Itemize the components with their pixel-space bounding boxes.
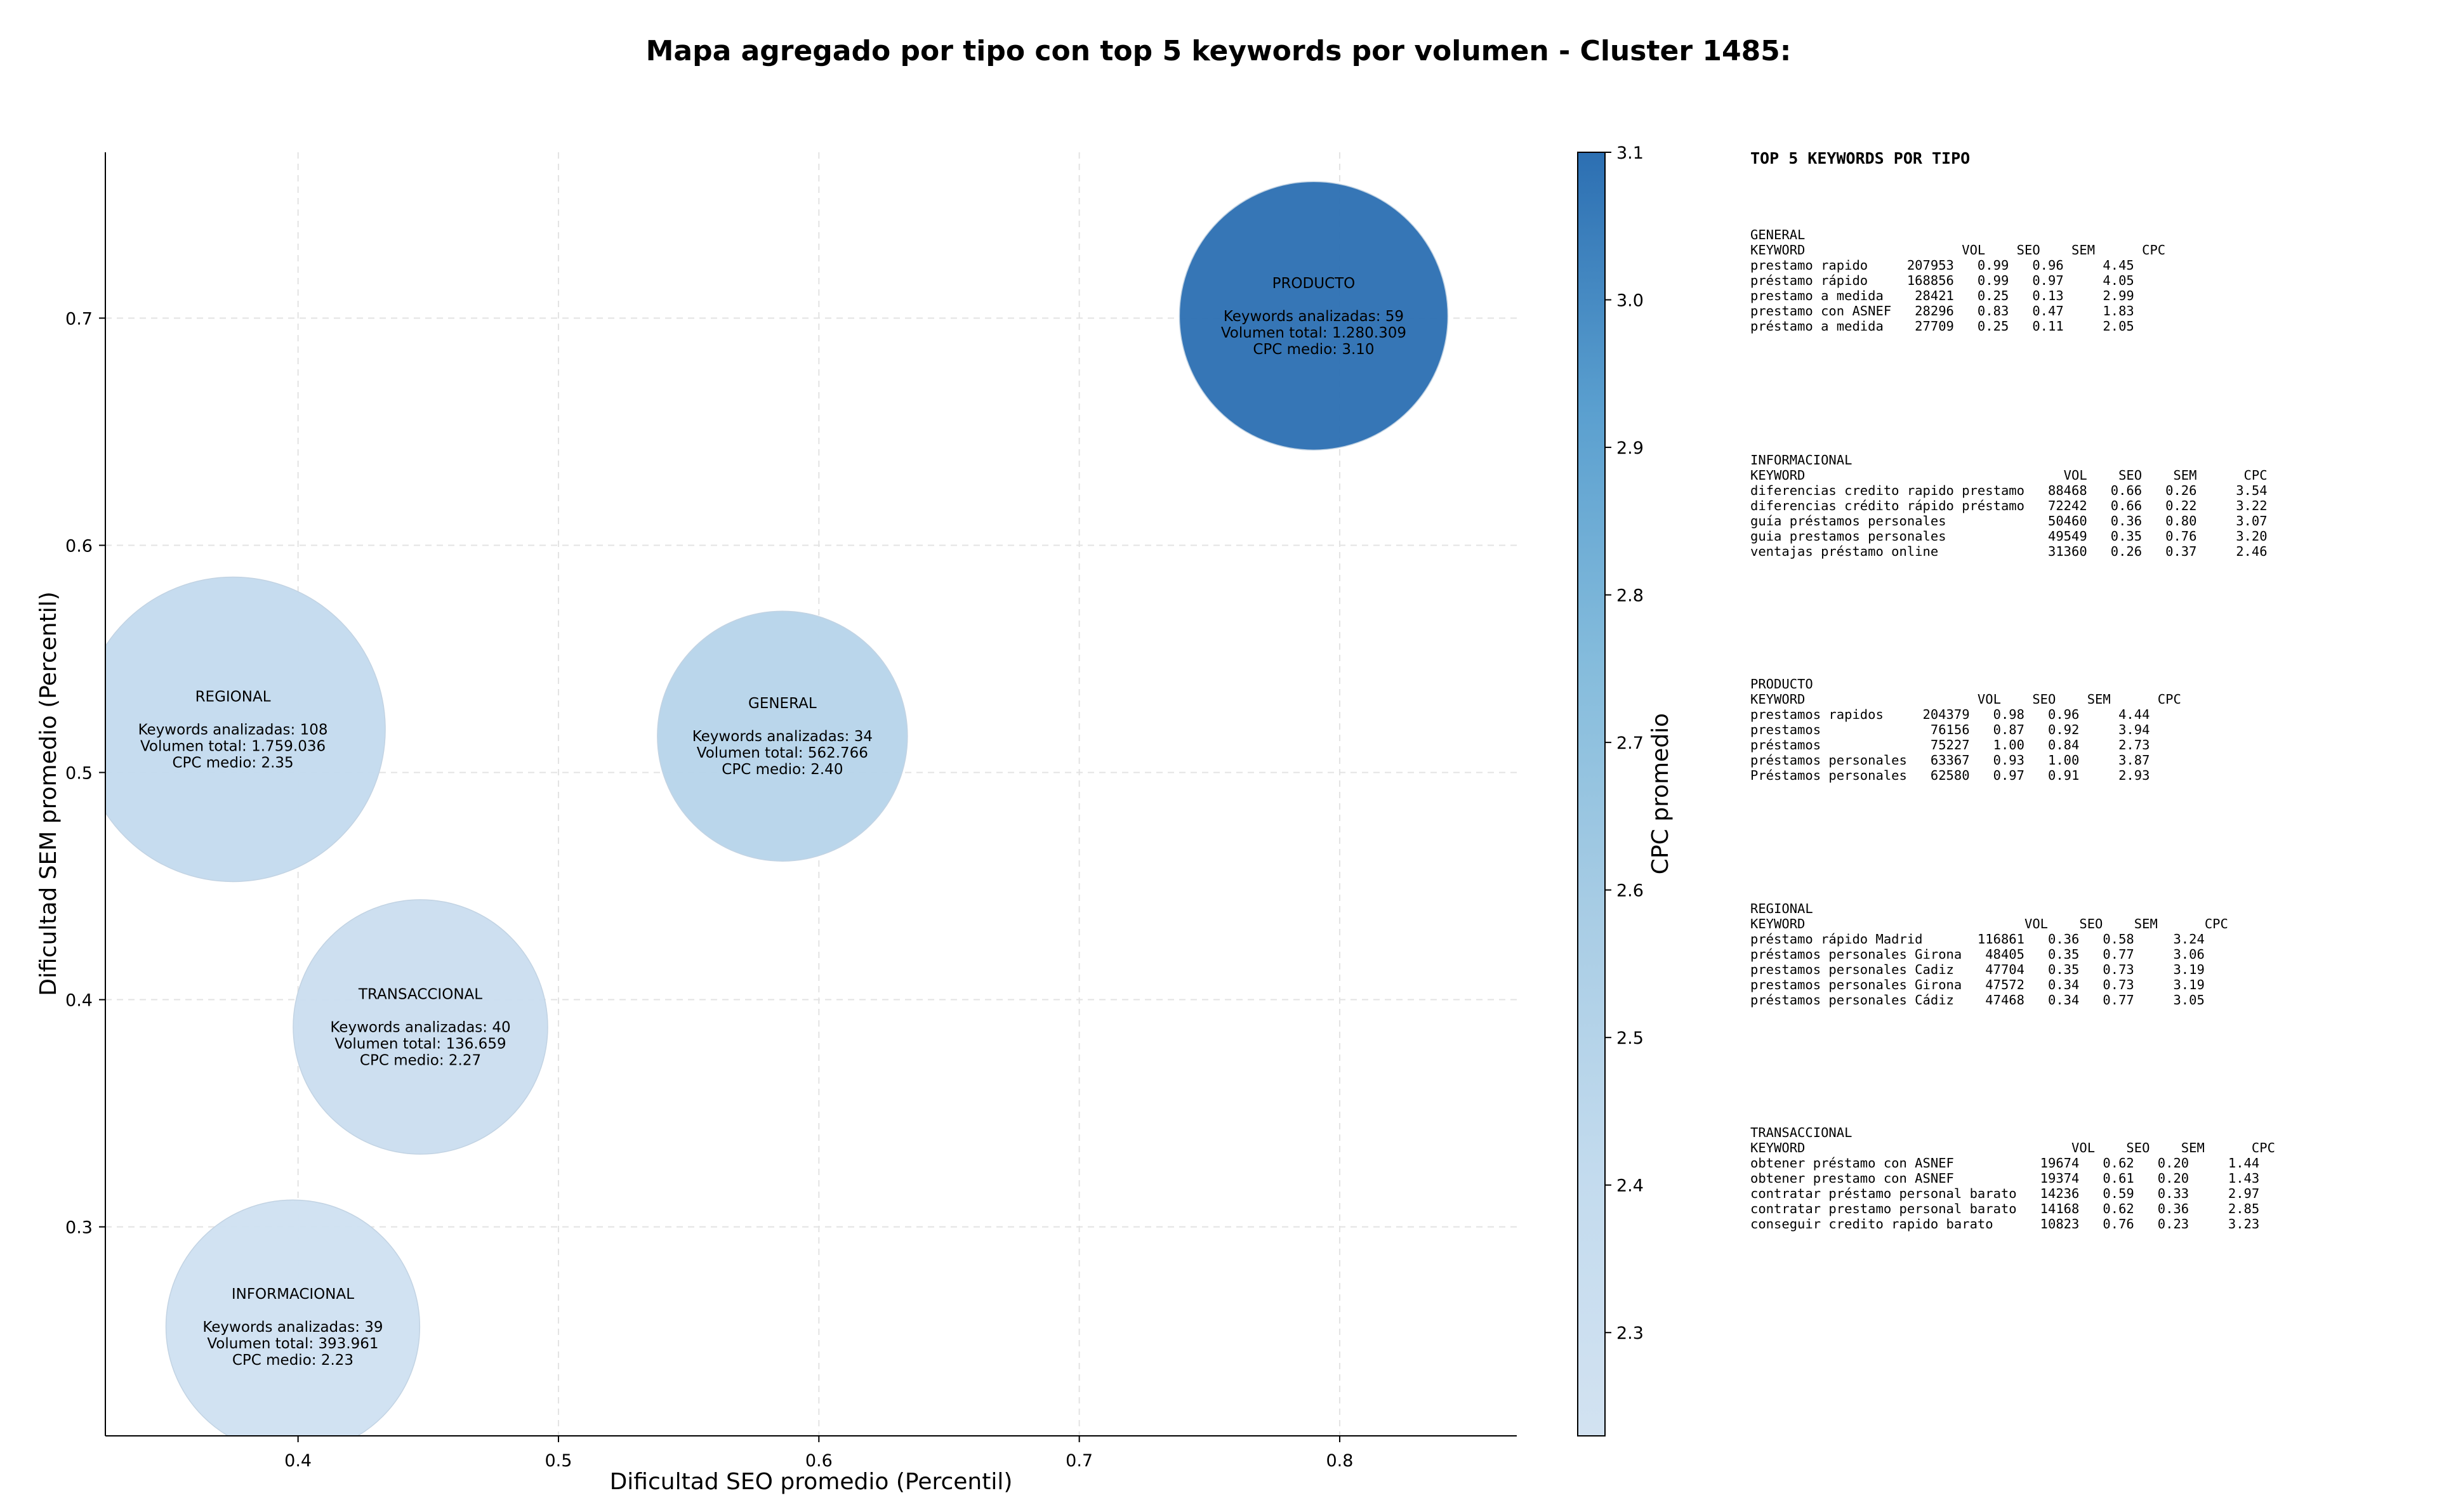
x-axis-label: Dificultad SEO promedio (Percentil) <box>610 1469 1013 1495</box>
colorbar-tick-label: 2.3 <box>1616 1324 1644 1343</box>
bubbles <box>105 181 1449 1436</box>
bubble-regional <box>105 576 386 883</box>
keyword-block-transaccional: TRANSACCIONAL KEYWORD VOL SEO SEM CPC ob… <box>1750 1125 2275 1232</box>
bubble-name-transaccional: TRANSACCIONAL <box>358 987 482 1003</box>
axes <box>105 152 1517 1436</box>
colorbar-gradient <box>1577 152 1606 1436</box>
bubble-volume-informacional: Volumen total: 393.961 <box>207 1336 378 1352</box>
bubble-cpc-transaccional: CPC medio: 2.27 <box>360 1053 481 1069</box>
colorbar-tick-label: 2.4 <box>1616 1176 1644 1196</box>
colorbar-tick-label: 3.0 <box>1616 291 1644 311</box>
x-tick-label: 0.6 <box>805 1451 833 1471</box>
bubble-cpc-informacional: CPC medio: 2.23 <box>232 1352 353 1369</box>
colorbar-tick-label: 2.5 <box>1616 1029 1644 1048</box>
y-tick-label: 0.3 <box>65 1218 93 1238</box>
bubble-keywords-informacional: Keywords analizadas: 39 <box>202 1319 383 1336</box>
panel-title: TOP 5 KEYWORDS POR TIPO <box>1750 149 1971 168</box>
keyword-table-regional: REGIONAL KEYWORD VOL SEO SEM CPC préstam… <box>1750 901 2228 1008</box>
colorbar-tick-label: 2.7 <box>1616 733 1644 753</box>
x-tick-label: 0.7 <box>1066 1451 1093 1471</box>
y-tick-label: 0.5 <box>65 763 93 783</box>
axis-ticks: 0.4 0.5 0.6 0.7 0.8 0.3 0.4 0.5 0.6 0.7 <box>65 309 1353 1471</box>
keyword-table-transaccional: TRANSACCIONAL KEYWORD VOL SEO SEM CPC ob… <box>1750 1125 2275 1232</box>
y-tick-label: 0.7 <box>65 309 93 329</box>
colorbar-ticks: 2.3 2.4 2.5 2.6 2.7 2.8 2.9 3.0 3.1 <box>1605 143 1644 1343</box>
bubble-volume-producto: Volumen total: 1.280.309 <box>1221 325 1406 341</box>
y-axis-label: Dificultad SEM promedio (Percentil) <box>36 591 62 996</box>
bubble-keywords-producto: Keywords analizadas: 59 <box>1224 308 1404 325</box>
bubble-cpc-general: CPC medio: 2.40 <box>722 761 843 778</box>
keyword-table-producto: PRODUCTO KEYWORD VOL SEO SEM CPC prestam… <box>1750 676 2181 783</box>
bubble-keywords-regional: Keywords analizadas: 108 <box>138 721 328 738</box>
bubble-volume-general: Volumen total: 562.766 <box>697 745 868 761</box>
bubble-keywords-transaccional: Keywords analizadas: 40 <box>330 1020 510 1036</box>
bubble-keywords-general: Keywords analizadas: 34 <box>692 728 873 745</box>
bubble-name-informacional: INFORMACIONAL <box>232 1286 354 1303</box>
bubble-name-regional: REGIONAL <box>195 688 271 705</box>
top-keywords-panel: TOP 5 KEYWORDS POR TIPO GENERAL KEYWORD … <box>1750 146 2423 1232</box>
keyword-block-regional: REGIONAL KEYWORD VOL SEO SEM CPC préstam… <box>1750 901 2228 1008</box>
bubble-name-producto: PRODUCTO <box>1272 275 1356 292</box>
bubble-producto <box>1179 181 1449 451</box>
keyword-block-informacional: INFORMACIONAL KEYWORD VOL SEO SEM CPC di… <box>1750 452 2268 559</box>
bubble-informacional <box>165 1199 421 1436</box>
keyword-table-informacional: INFORMACIONAL KEYWORD VOL SEO SEM CPC di… <box>1750 452 2268 559</box>
x-tick-label: 0.4 <box>284 1451 312 1471</box>
bubble-name-general: GENERAL <box>748 695 817 712</box>
x-tick-label: 0.8 <box>1326 1451 1353 1471</box>
colorbar-label: CPC promedio <box>1648 713 1674 874</box>
colorbar-tick-label: 2.9 <box>1616 438 1644 458</box>
colorbar-tick-label: 3.1 <box>1616 143 1644 163</box>
bubble-volume-transaccional: Volumen total: 136.659 <box>334 1036 506 1053</box>
y-tick-label: 0.6 <box>65 536 93 556</box>
keyword-block-producto: PRODUCTO KEYWORD VOL SEO SEM CPC prestam… <box>1750 676 2181 783</box>
bubble-transaccional <box>293 899 548 1155</box>
y-tick-label: 0.4 <box>65 991 93 1011</box>
bubble-cpc-regional: CPC medio: 2.35 <box>172 754 293 771</box>
bubble-cpc-producto: CPC medio: 3.10 <box>1253 341 1374 358</box>
colorbar-tick-label: 2.6 <box>1616 881 1644 901</box>
keyword-block-general: GENERAL KEYWORD VOL SEO SEM CPC prestamo… <box>1750 227 2165 334</box>
x-tick-label: 0.5 <box>545 1451 572 1471</box>
bubble-general <box>657 610 908 862</box>
keyword-table-general: GENERAL KEYWORD VOL SEO SEM CPC prestamo… <box>1750 227 2166 334</box>
bubble-volume-regional: Volumen total: 1.759.036 <box>140 738 326 754</box>
chart-title: Mapa agregado por tipo con top 5 keyword… <box>645 35 1792 67</box>
colorbar-tick-label: 2.8 <box>1616 586 1644 606</box>
colorbar: 2.3 2.4 2.5 2.6 2.7 2.8 2.9 3.0 3.1 CPC promedio <box>1577 143 1674 1436</box>
